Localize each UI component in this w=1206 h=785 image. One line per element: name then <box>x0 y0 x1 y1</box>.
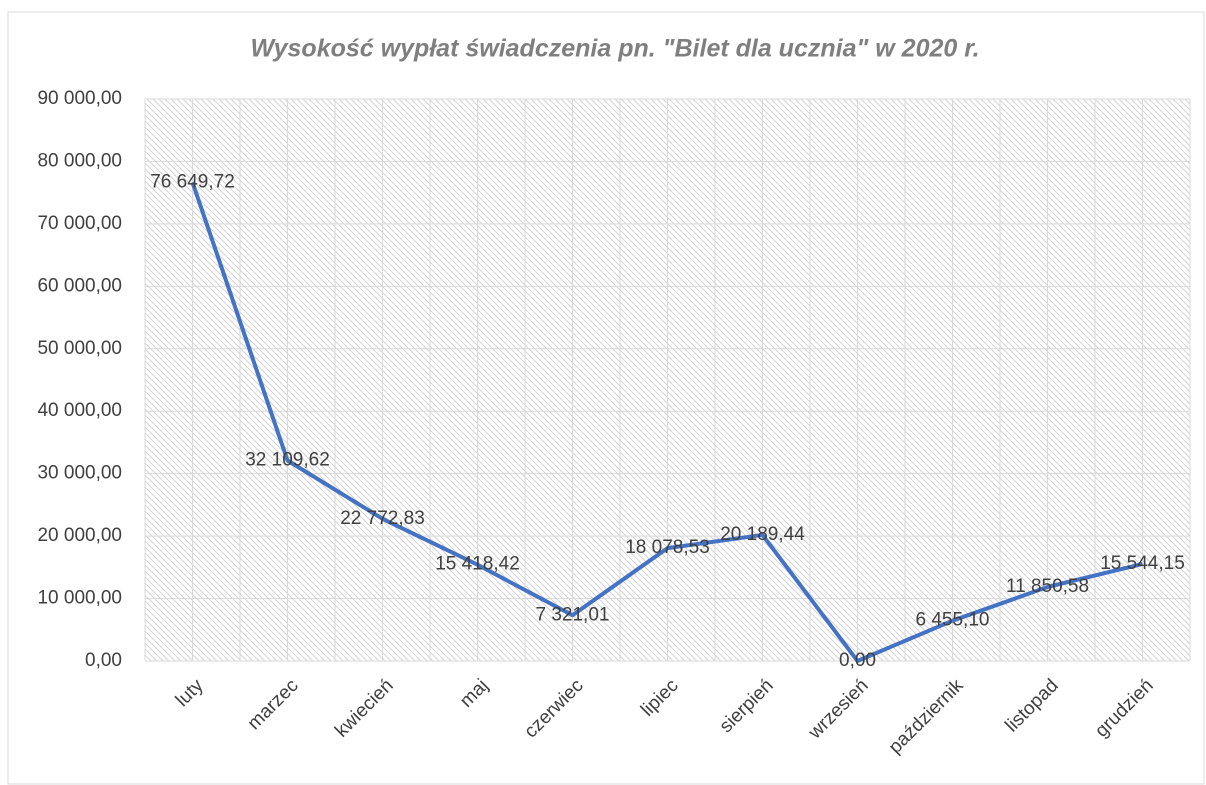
data-label: 32 109,62 <box>245 450 330 471</box>
data-label: 11 850,58 <box>1006 576 1089 597</box>
data-label: 7 321,01 <box>536 604 610 625</box>
y-tick-label: 30 000,00 <box>37 463 122 484</box>
data-label: 76 649,72 <box>150 171 235 192</box>
y-tick-label: 40 000,00 <box>37 400 122 421</box>
data-label: 18 078,53 <box>625 537 710 558</box>
data-label: 0,00 <box>839 650 876 671</box>
data-label: 20 189,44 <box>720 524 805 545</box>
data-label: 22 772,83 <box>340 508 425 529</box>
y-tick-label: 50 000,00 <box>37 338 122 359</box>
y-tick-label: 80 000,00 <box>37 150 122 171</box>
y-tick-label: 10 000,00 <box>37 588 122 609</box>
y-tick-label: 60 000,00 <box>37 275 122 296</box>
y-tick-label: 90 000,00 <box>37 88 122 109</box>
data-line <box>190 181 1143 663</box>
y-tick-label: 20 000,00 <box>37 525 122 546</box>
y-tick-label: 0,00 <box>85 650 122 671</box>
chart-title: Wysokość wypłat świadczenia pn. "Bilet d… <box>250 35 979 63</box>
data-label: 15 544,15 <box>1100 553 1185 574</box>
data-label: 6 455,10 <box>916 610 990 631</box>
y-tick-label: 70 000,00 <box>37 213 122 234</box>
data-label: 15 418,42 <box>435 554 520 575</box>
